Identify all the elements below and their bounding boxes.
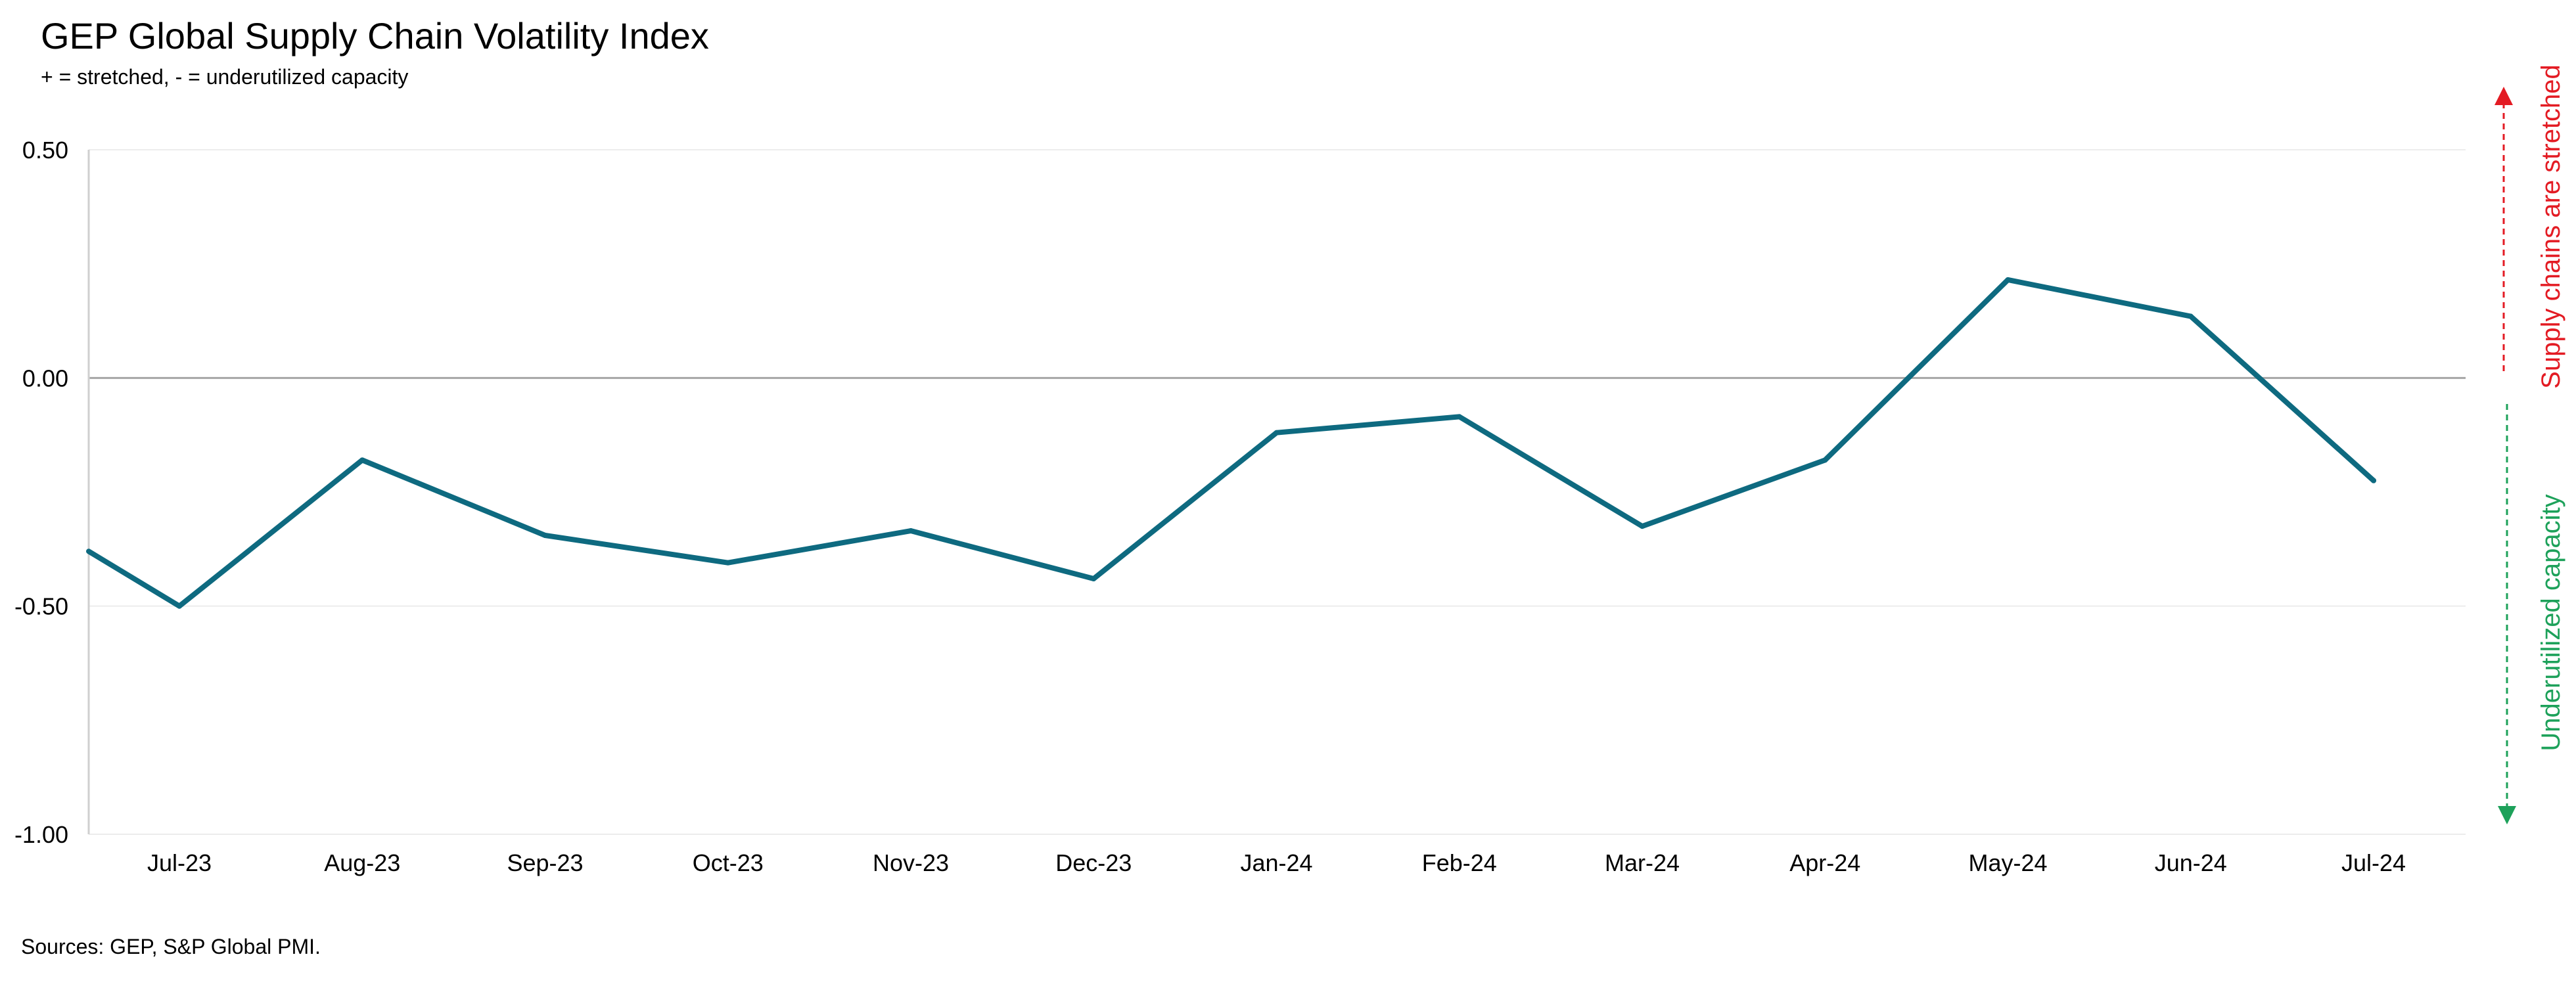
data-point [2188,313,2194,319]
x-tick-label: Mar-24 [1605,849,1680,876]
chart-subtitle: + = stretched, - = underutilized capacit… [41,65,408,89]
y-tick-label: 0.00 [22,365,68,392]
data-point [1822,457,1828,463]
chart-source: Sources: GEP, S&P Global PMI. [21,935,321,958]
y-tick-label: -0.50 [14,593,68,620]
x-tick-label: Dec-23 [1055,849,1132,876]
data-point [1456,414,1462,420]
data-point [177,603,182,609]
x-tick-label: Jan-24 [1240,849,1312,876]
lower-annotation-label: Underutilized capacity [2537,494,2565,751]
chart-title: GEP Global Supply Chain Volatility Index [41,15,709,56]
x-tick-label: Jul-23 [147,849,212,876]
lower-arrow-head-icon [2498,806,2516,824]
x-tick-label: Feb-24 [1422,849,1497,876]
x-tick-label: Jun-24 [2155,849,2227,876]
y-tick-label: -1.00 [14,821,68,848]
data-point [1640,524,1645,529]
y-tick-label: 0.50 [22,137,68,164]
x-tick-label: Aug-23 [324,849,400,876]
x-tick-label: Apr-24 [1789,849,1860,876]
data-point [2371,478,2376,483]
x-tick-label: Oct-23 [693,849,764,876]
data-point [1274,430,1279,436]
data-point [1091,575,1097,581]
upper-arrow-head-icon [2495,87,2513,105]
data-point [542,532,548,538]
upper-annotation-label: Supply chains are stretched [2537,64,2565,389]
series-layer [86,277,2376,609]
grid-lines [89,149,2466,835]
x-tick-label: Nov-23 [873,849,949,876]
x-tick-label: May-24 [1968,849,2047,876]
data-point [908,528,913,534]
y-tick-labels: 0.50 0.00 -0.50 -1.00 [14,137,68,848]
x-tick-labels: Jul-23 Aug-23 Sep-23 Oct-23 Nov-23 Dec-23 Jan-… [147,849,2406,876]
side-annotations: Supply chains are stretched Underutilize… [2495,64,2565,824]
data-point [725,560,731,566]
series-line [86,277,2376,609]
x-tick-label: Jul-24 [2341,849,2406,876]
data-point [2005,277,2011,282]
x-tick-label: Sep-23 [507,849,583,876]
data-point [359,457,365,463]
